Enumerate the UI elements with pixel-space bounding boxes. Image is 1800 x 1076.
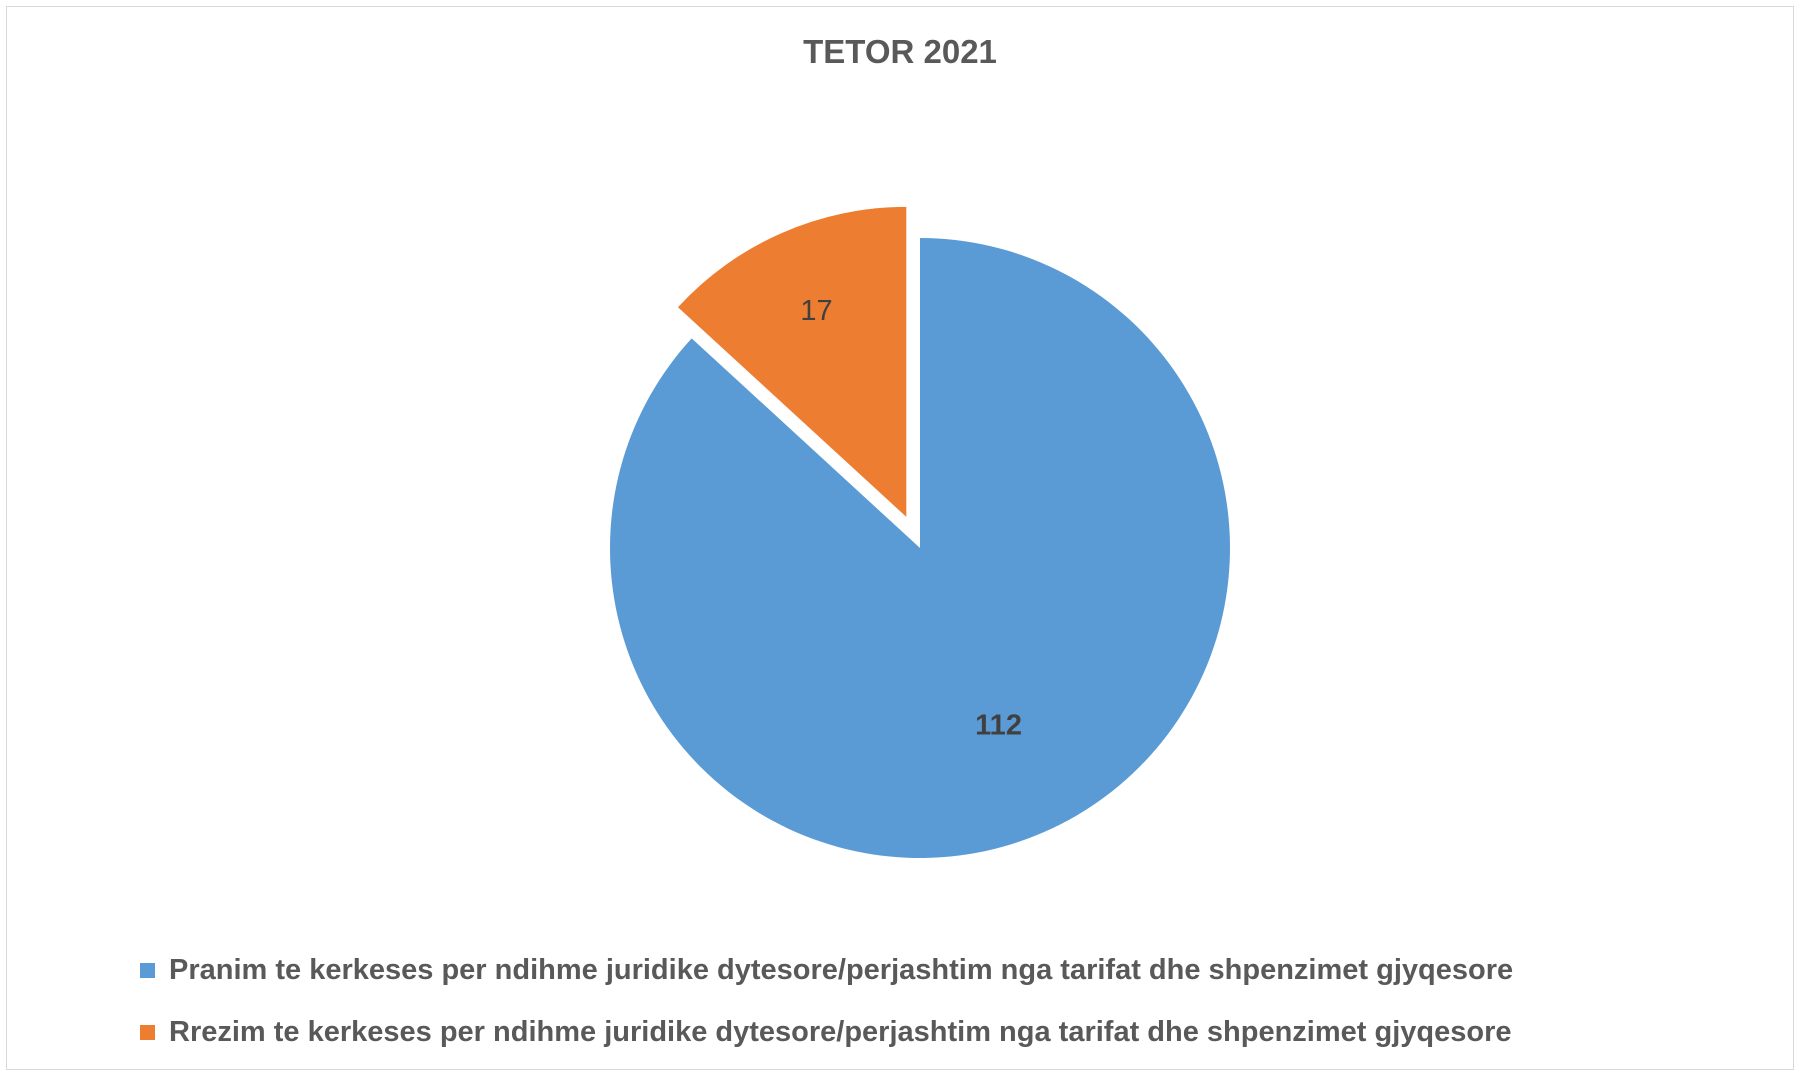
pie-slice-rejected bbox=[677, 206, 907, 517]
data-label-rejected: 17 bbox=[800, 295, 832, 327]
pie-slice-accepted bbox=[610, 238, 1230, 858]
legend-swatch-accepted bbox=[140, 962, 155, 978]
legend-label-accepted: Pranim te kerkeses per ndihme juridike d… bbox=[169, 953, 1514, 986]
data-label-accepted: 112 bbox=[975, 709, 1022, 741]
legend-item-rejected: Rrezim te kerkeses per ndihme juridike d… bbox=[140, 1012, 1700, 1052]
chart-title: TETOR 2021 bbox=[803, 33, 997, 70]
legend-swatch-rejected bbox=[140, 1024, 155, 1040]
legend-item-accepted: Pranim te kerkeses per ndihme juridike d… bbox=[140, 950, 1700, 990]
legend-label-rejected: Rrezim te kerkeses per ndihme juridike d… bbox=[169, 1015, 1512, 1048]
legend: Pranim te kerkeses per ndihme juridike d… bbox=[140, 950, 1700, 1074]
